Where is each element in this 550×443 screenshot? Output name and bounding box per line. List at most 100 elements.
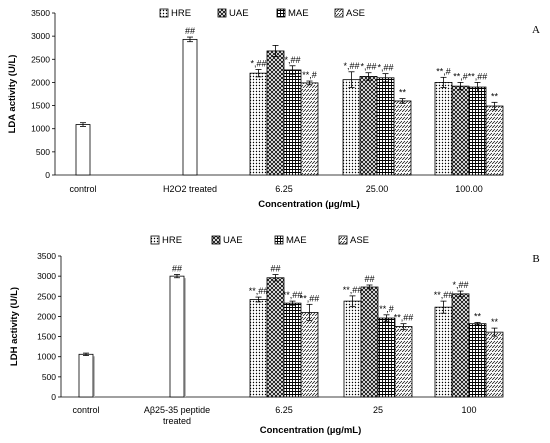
bar-hre	[434, 306, 453, 398]
significance-label: **,##	[300, 293, 320, 303]
x-tick-label: 25.00	[366, 184, 389, 194]
significance-label: **,#	[453, 71, 468, 81]
y-axis-label: LDA activity (U/L)	[7, 55, 18, 134]
legend-label-ase: ASE	[346, 8, 365, 19]
y-tick-label: 1000	[37, 352, 56, 362]
significance-label: **,##	[343, 285, 363, 295]
y-tick-label: 3000	[31, 31, 50, 41]
significance-label: *,##	[360, 62, 376, 72]
chart-panel-a: 0 500 1000 1500 2000 2500 3000 3500 LDA activity…	[7, 8, 540, 210]
y-tick-label: 1500	[31, 101, 50, 111]
y-tick-label: 3000	[37, 271, 56, 281]
panel-label: A	[532, 24, 540, 36]
legend-label-ase: ASE	[350, 235, 369, 246]
bar-mae	[468, 323, 487, 398]
y-tick-label: 3500	[31, 8, 50, 18]
y-tick-label: 2000	[31, 77, 50, 87]
legend-swatch-hre	[150, 235, 160, 245]
significance-label: **,##	[468, 71, 488, 81]
significance-label: *,##	[284, 55, 300, 65]
bar-uae	[451, 293, 470, 398]
bar-hre	[434, 82, 453, 176]
significance-label: *,##	[377, 63, 393, 73]
bar-uae	[266, 277, 285, 398]
y-tick-label: 500	[42, 372, 56, 382]
significance-label: **,#	[379, 304, 394, 314]
bar-control	[182, 38, 198, 176]
legend-label-mae: MAE	[286, 235, 307, 246]
y-tick-label: 2500	[31, 54, 50, 64]
bar-control	[169, 275, 185, 398]
x-tick-label: 100.00	[455, 184, 483, 194]
bar-hre	[343, 300, 362, 398]
significance-label: *,##	[452, 280, 468, 290]
bar-mae	[468, 86, 487, 176]
bar-uae	[266, 50, 285, 176]
significance-label: *,##	[250, 58, 266, 68]
significance-label: **,##	[394, 313, 414, 323]
y-tick-label: 1000	[31, 124, 50, 134]
significance-label: **,#	[436, 66, 451, 76]
legend-swatch-mae	[276, 8, 286, 18]
x-tick-label: 6.25	[275, 405, 293, 415]
bar-ase	[485, 331, 504, 398]
bar-control	[78, 353, 94, 398]
x-axis-label: Concentration (µg/mL)	[260, 425, 362, 436]
bar-hre	[249, 72, 268, 176]
y-tick-label: 2500	[37, 291, 56, 301]
bar-uae	[360, 286, 379, 398]
y-tick-label: 1500	[37, 332, 56, 342]
bar-mae	[377, 317, 396, 398]
legend-label-hre: HRE	[162, 235, 182, 246]
bar-uae	[451, 85, 470, 176]
legend-label-mae: MAE	[288, 8, 309, 19]
significance-label: **	[491, 317, 499, 327]
x-axis-label: Concentration (µg/mL)	[258, 199, 360, 210]
bar-control	[75, 124, 91, 176]
legend-swatch-uae	[217, 8, 227, 18]
y-tick-label: 0	[51, 392, 56, 402]
y-axis-label: LDH activity (U/L)	[9, 287, 20, 366]
x-tick-label: 100	[461, 405, 476, 415]
legend-label-hre: HRE	[171, 8, 191, 19]
y-tick-label: 500	[36, 147, 50, 157]
x-tick-label: H2O2 treated	[163, 184, 217, 194]
significance-label: ##	[364, 274, 374, 284]
legend-swatch-mae	[274, 235, 284, 245]
x-tick-label: 25	[373, 405, 383, 415]
legend-swatch-hre	[159, 8, 169, 18]
significance-label: **	[399, 88, 407, 98]
x-tick-label: Aβ25-35 peptide	[144, 405, 210, 415]
significance-label: **,#	[302, 70, 317, 80]
y-tick-label: 3500	[37, 251, 56, 261]
x-tick-label: treated	[163, 416, 191, 426]
bar-ase	[300, 82, 319, 176]
bar-mae	[376, 77, 395, 176]
significance-label: **	[491, 91, 499, 101]
bar-mae	[283, 69, 302, 176]
significance-label: **,##	[283, 290, 303, 300]
bar-hre	[342, 79, 361, 176]
bar-ase	[300, 311, 319, 398]
bar-mae	[283, 302, 302, 398]
legend-swatch-ase	[334, 8, 344, 18]
legend-swatch-uae	[211, 235, 221, 245]
bar-ase	[485, 105, 504, 176]
chart-panel-b: 0 500 1000 1500 2000 2500 3000 3500 LDH activity…	[9, 235, 540, 436]
bar-ase	[394, 326, 413, 398]
significance-label: ##	[185, 26, 195, 36]
y-tick-label: 0	[45, 170, 50, 180]
bar-hre	[249, 299, 268, 398]
significance-label: *,##	[343, 61, 359, 71]
bar-uae	[359, 76, 378, 176]
panel-label: B	[532, 253, 539, 265]
x-tick-label: control	[72, 405, 99, 415]
y-tick-label: 2000	[37, 311, 56, 321]
significance-label: **,##	[249, 286, 269, 296]
x-tick-label: control	[69, 184, 96, 194]
significance-label: ##	[270, 264, 280, 274]
bar-ase	[393, 100, 412, 176]
significance-label: **,##	[434, 290, 454, 300]
significance-label: ##	[172, 264, 182, 274]
